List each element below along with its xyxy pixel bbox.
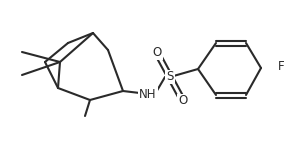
Text: O: O: [152, 46, 162, 60]
Text: S: S: [166, 71, 174, 84]
Text: F: F: [278, 60, 285, 73]
Text: O: O: [178, 94, 188, 107]
Text: NH: NH: [139, 87, 157, 100]
